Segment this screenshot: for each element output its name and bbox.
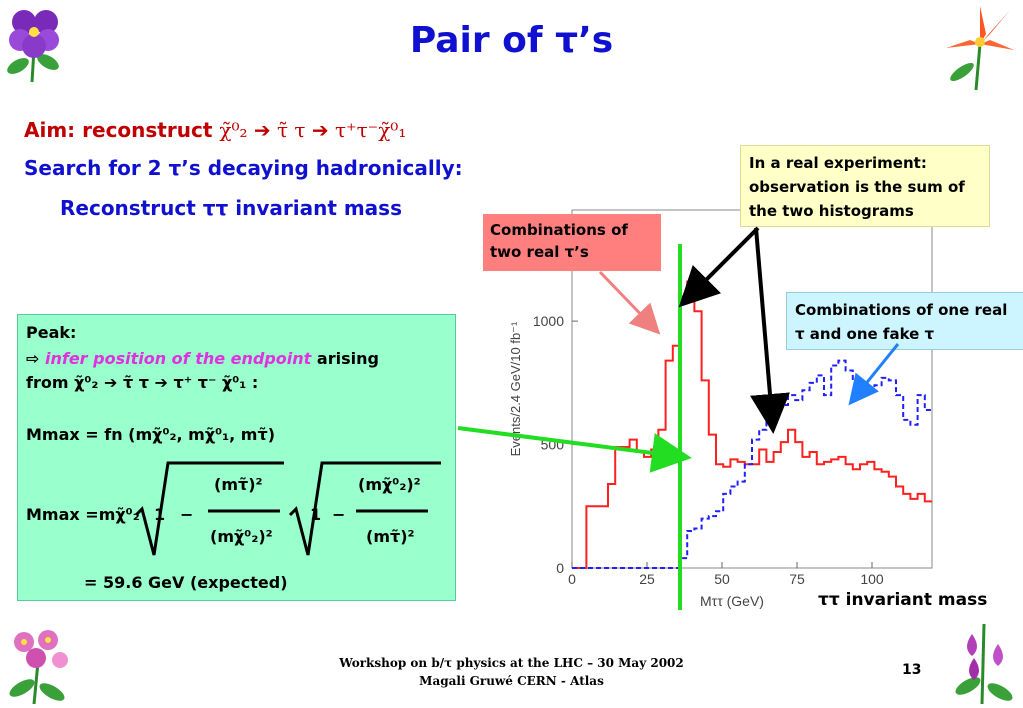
infer-text: infer position of the endpoint bbox=[44, 349, 312, 368]
x-tick-label: 0 bbox=[568, 571, 576, 587]
peak-heading: Peak: bbox=[26, 323, 77, 342]
peak-box: Peak: ⇨ infer position of the endpoint a… bbox=[17, 314, 456, 601]
mmax-fn: Mmax = fn (mχ̃⁰₂, mχ̃⁰₁, mτ̃) bbox=[26, 425, 275, 444]
callout-real-experiment: In a real experiment: observation is the… bbox=[740, 145, 990, 227]
frac2-denominator: (mτ̃)² bbox=[366, 527, 415, 546]
callout-real-taus: Combinations of two real τ’s bbox=[483, 214, 661, 271]
callout-fake-tau: Combinations of one real τ and one fake … bbox=[786, 292, 1023, 350]
sqrt1-one: 1 bbox=[154, 505, 166, 524]
x-tick-label: 100 bbox=[860, 571, 884, 587]
peak-infer-line: ⇨ infer position of the endpoint arising bbox=[26, 349, 379, 368]
series-real-taus-line bbox=[572, 280, 932, 569]
sqrt2-one: 1 bbox=[310, 505, 322, 524]
sqrt1-minus: − bbox=[180, 505, 194, 524]
frac2-numerator: (mχ̃⁰₂)² bbox=[358, 475, 421, 494]
peak-from-line: from χ̃⁰₂ ➔ τ̃ τ ➔ τ⁺ τ⁻ χ̃⁰₁ : bbox=[26, 373, 259, 392]
flower-bouquet-icon bbox=[9, 630, 68, 705]
sqrt2-minus: − bbox=[332, 505, 346, 524]
page-number: 13 bbox=[902, 662, 922, 678]
y-axis-label: Events/2.4 GeV/10 fb⁻¹ bbox=[508, 321, 523, 456]
flower-lily-icon bbox=[946, 6, 1014, 91]
flower-violet-icon bbox=[7, 10, 59, 83]
sqrt-symbol-2 bbox=[288, 461, 441, 556]
sqrt-symbol-1 bbox=[134, 461, 284, 556]
aim-line: Aim: reconstruct χ̃⁰₂ ➔ τ̃ τ ➔ τ⁺τ⁻χ̃⁰₁ bbox=[24, 118, 406, 142]
arrow-right-icon: ⇨ bbox=[26, 349, 40, 368]
slide-title: Pair of τ’s bbox=[409, 20, 614, 61]
footer: Workshop on b/τ physics at the LHC – 30 … bbox=[0, 654, 1023, 690]
mmax-label: Mmax =mχ̃⁰₂ bbox=[26, 505, 140, 524]
flower-bellflower-icon bbox=[955, 623, 1013, 705]
arising-text: arising bbox=[316, 349, 379, 368]
footer-line-2: Magali Gruwé CERN - Atlas bbox=[419, 674, 604, 688]
aim-formula: χ̃⁰₂ ➔ τ̃ τ ➔ τ⁺τ⁻χ̃⁰₁ bbox=[219, 118, 407, 142]
aim-prefix: Aim: reconstruct bbox=[24, 118, 213, 142]
arrow-to-sum-peak bbox=[678, 226, 760, 308]
arrow-to-sum-tail bbox=[750, 227, 790, 434]
y-tick-label: 0 bbox=[556, 560, 564, 576]
x-tick-label: 25 bbox=[639, 571, 655, 587]
invariant-mass-caption: ττ invariant mass bbox=[818, 590, 988, 610]
footer-line-1: Workshop on b/τ physics at the LHC – 30 … bbox=[339, 656, 684, 670]
result-line: = 59.6 GeV (expected) bbox=[84, 573, 288, 592]
arrow-to-endpoint bbox=[457, 426, 692, 473]
x-tick-label: 75 bbox=[789, 571, 805, 587]
x-tick-label: 50 bbox=[714, 571, 730, 587]
frac1-denominator: (mχ̃⁰₂)² bbox=[210, 527, 273, 546]
y-tick-label: 1000 bbox=[533, 313, 564, 329]
reconstruct-line: Reconstruct ττ invariant mass bbox=[60, 196, 402, 220]
arrow-to-blue-hist bbox=[848, 343, 900, 406]
frac1-numerator: (mτ̃)² bbox=[214, 475, 263, 494]
search-line: Search for 2 τ’s decaying hadronically: bbox=[24, 156, 463, 180]
x-axis-label: Mττ (GeV) bbox=[700, 593, 764, 609]
arrow-to-red-peak bbox=[598, 270, 661, 335]
